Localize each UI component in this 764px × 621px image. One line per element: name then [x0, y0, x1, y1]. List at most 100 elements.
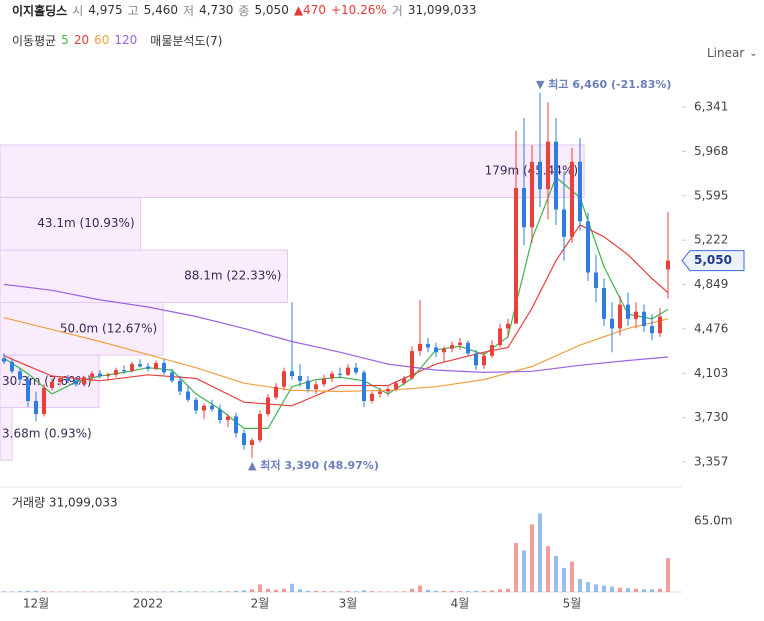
- volume-bar: [298, 589, 302, 592]
- candle-body: [322, 378, 326, 385]
- price-tag-label: 5,050: [694, 253, 732, 267]
- y-tick-label: 4,476: [694, 321, 728, 335]
- chevron[interactable]: ⌄: [749, 47, 758, 59]
- candle-body: [106, 374, 110, 377]
- volume-bar: [170, 591, 174, 592]
- volume-bar: [546, 546, 550, 592]
- x-tick-label: 2022: [133, 597, 164, 611]
- ma-label: 이동평균: [12, 33, 57, 48]
- candle-body: [122, 370, 126, 372]
- volume-bar: [18, 591, 22, 592]
- candle-body: [42, 387, 46, 415]
- candle-body: [562, 209, 566, 237]
- candle-body: [474, 353, 478, 366]
- volume-bar: [50, 591, 54, 592]
- candle-body: [458, 342, 462, 346]
- indicator-row: 이동평균 5 20 60 120 매물분석도(7): [12, 30, 222, 50]
- analysis-label: 매물분석도(7): [150, 33, 223, 48]
- candle-body: [602, 287, 606, 319]
- candle-body: [618, 304, 622, 329]
- y-tick-label: 3,730: [694, 410, 728, 424]
- annotation: ▲ 최저 3,390 (48.97%): [248, 458, 379, 472]
- candle-body: [514, 188, 518, 324]
- candle-body: [282, 371, 286, 387]
- candle-body: [82, 377, 86, 385]
- price-tag: [681, 250, 745, 272]
- ma-legend: 20: [73, 33, 90, 47]
- candle-body: [154, 362, 158, 369]
- volume-bar: [578, 578, 582, 592]
- candle-body: [66, 378, 70, 381]
- volume-bar: [666, 558, 670, 592]
- volume-bar: [450, 591, 454, 592]
- candle-body: [210, 405, 214, 410]
- candle-body: [218, 409, 222, 421]
- candle-body: [2, 358, 6, 362]
- volume-bar: [490, 590, 494, 592]
- candle-body: [138, 364, 142, 367]
- profile-label: 30.3m (7.69%): [2, 374, 92, 388]
- ma-legend: 60: [94, 33, 110, 47]
- profile-bar: [0, 249, 288, 303]
- candle-body: [450, 345, 454, 349]
- candle-body: [258, 414, 262, 441]
- volume-bar: [226, 591, 230, 592]
- candle-body: [634, 311, 638, 319]
- candle-body: [18, 371, 22, 380]
- candle-body: [426, 343, 430, 348]
- ma-line: [3, 283, 669, 374]
- volume-bar: [458, 591, 462, 592]
- ma-line: [3, 224, 669, 407]
- candle-body: [570, 161, 574, 237]
- ma-legend: 5: [61, 33, 69, 47]
- candle-body: [266, 397, 270, 415]
- candle-body: [130, 364, 134, 372]
- volume-bar: [394, 591, 398, 592]
- y-tick-label: 4,103: [694, 366, 728, 380]
- y-tick-label: 6,341: [694, 100, 728, 114]
- volume-bar: [130, 591, 134, 592]
- volume-bar: [274, 589, 278, 592]
- x-tick-label: 12월: [23, 597, 49, 611]
- candle-body: [274, 386, 278, 398]
- candle-body: [50, 381, 54, 388]
- volume-title: 거래량 31,099,033: [12, 496, 118, 510]
- candle-body: [354, 367, 358, 373]
- volume-bar: [370, 591, 374, 592]
- profile-label: 88.1m (22.33%): [184, 269, 281, 283]
- scale-button[interactable]: Linear ⌄: [707, 46, 758, 60]
- volume-bar: [442, 590, 446, 592]
- volume-bar: [642, 589, 646, 592]
- candle-body: [98, 373, 102, 377]
- ma-legend: 120: [114, 33, 138, 47]
- value: 4,975: [88, 3, 123, 17]
- candle-body: [90, 373, 94, 378]
- value: 4,730: [199, 3, 234, 17]
- y-tick-label: 5,222: [694, 233, 728, 247]
- candle-body: [202, 405, 206, 411]
- profile-label: 43.1m (10.93%): [37, 216, 134, 230]
- candle-body: [626, 304, 630, 319]
- y-tick-label: 5,595: [694, 188, 728, 202]
- volume-bar: [554, 555, 558, 592]
- candle-body: [586, 221, 590, 273]
- volume-bar: [466, 591, 470, 592]
- candle-body: [538, 161, 542, 190]
- scale-text[interactable]: Linear: [707, 46, 745, 60]
- candle-body: [498, 328, 502, 346]
- volume-bar: [362, 590, 366, 592]
- candle-body: [578, 161, 582, 222]
- candle-body: [434, 347, 438, 353]
- value: 5,460: [143, 3, 179, 17]
- volume-bar: [410, 588, 414, 592]
- volume-bar: [658, 588, 662, 592]
- volume-bar: [258, 584, 262, 592]
- volume-bar: [34, 590, 38, 592]
- candle-body: [338, 373, 342, 375]
- volume-bar: [306, 590, 310, 592]
- label: 시: [72, 3, 84, 18]
- volume-bar: [482, 591, 486, 592]
- ma-line: [3, 317, 669, 393]
- candle-body: [554, 141, 558, 210]
